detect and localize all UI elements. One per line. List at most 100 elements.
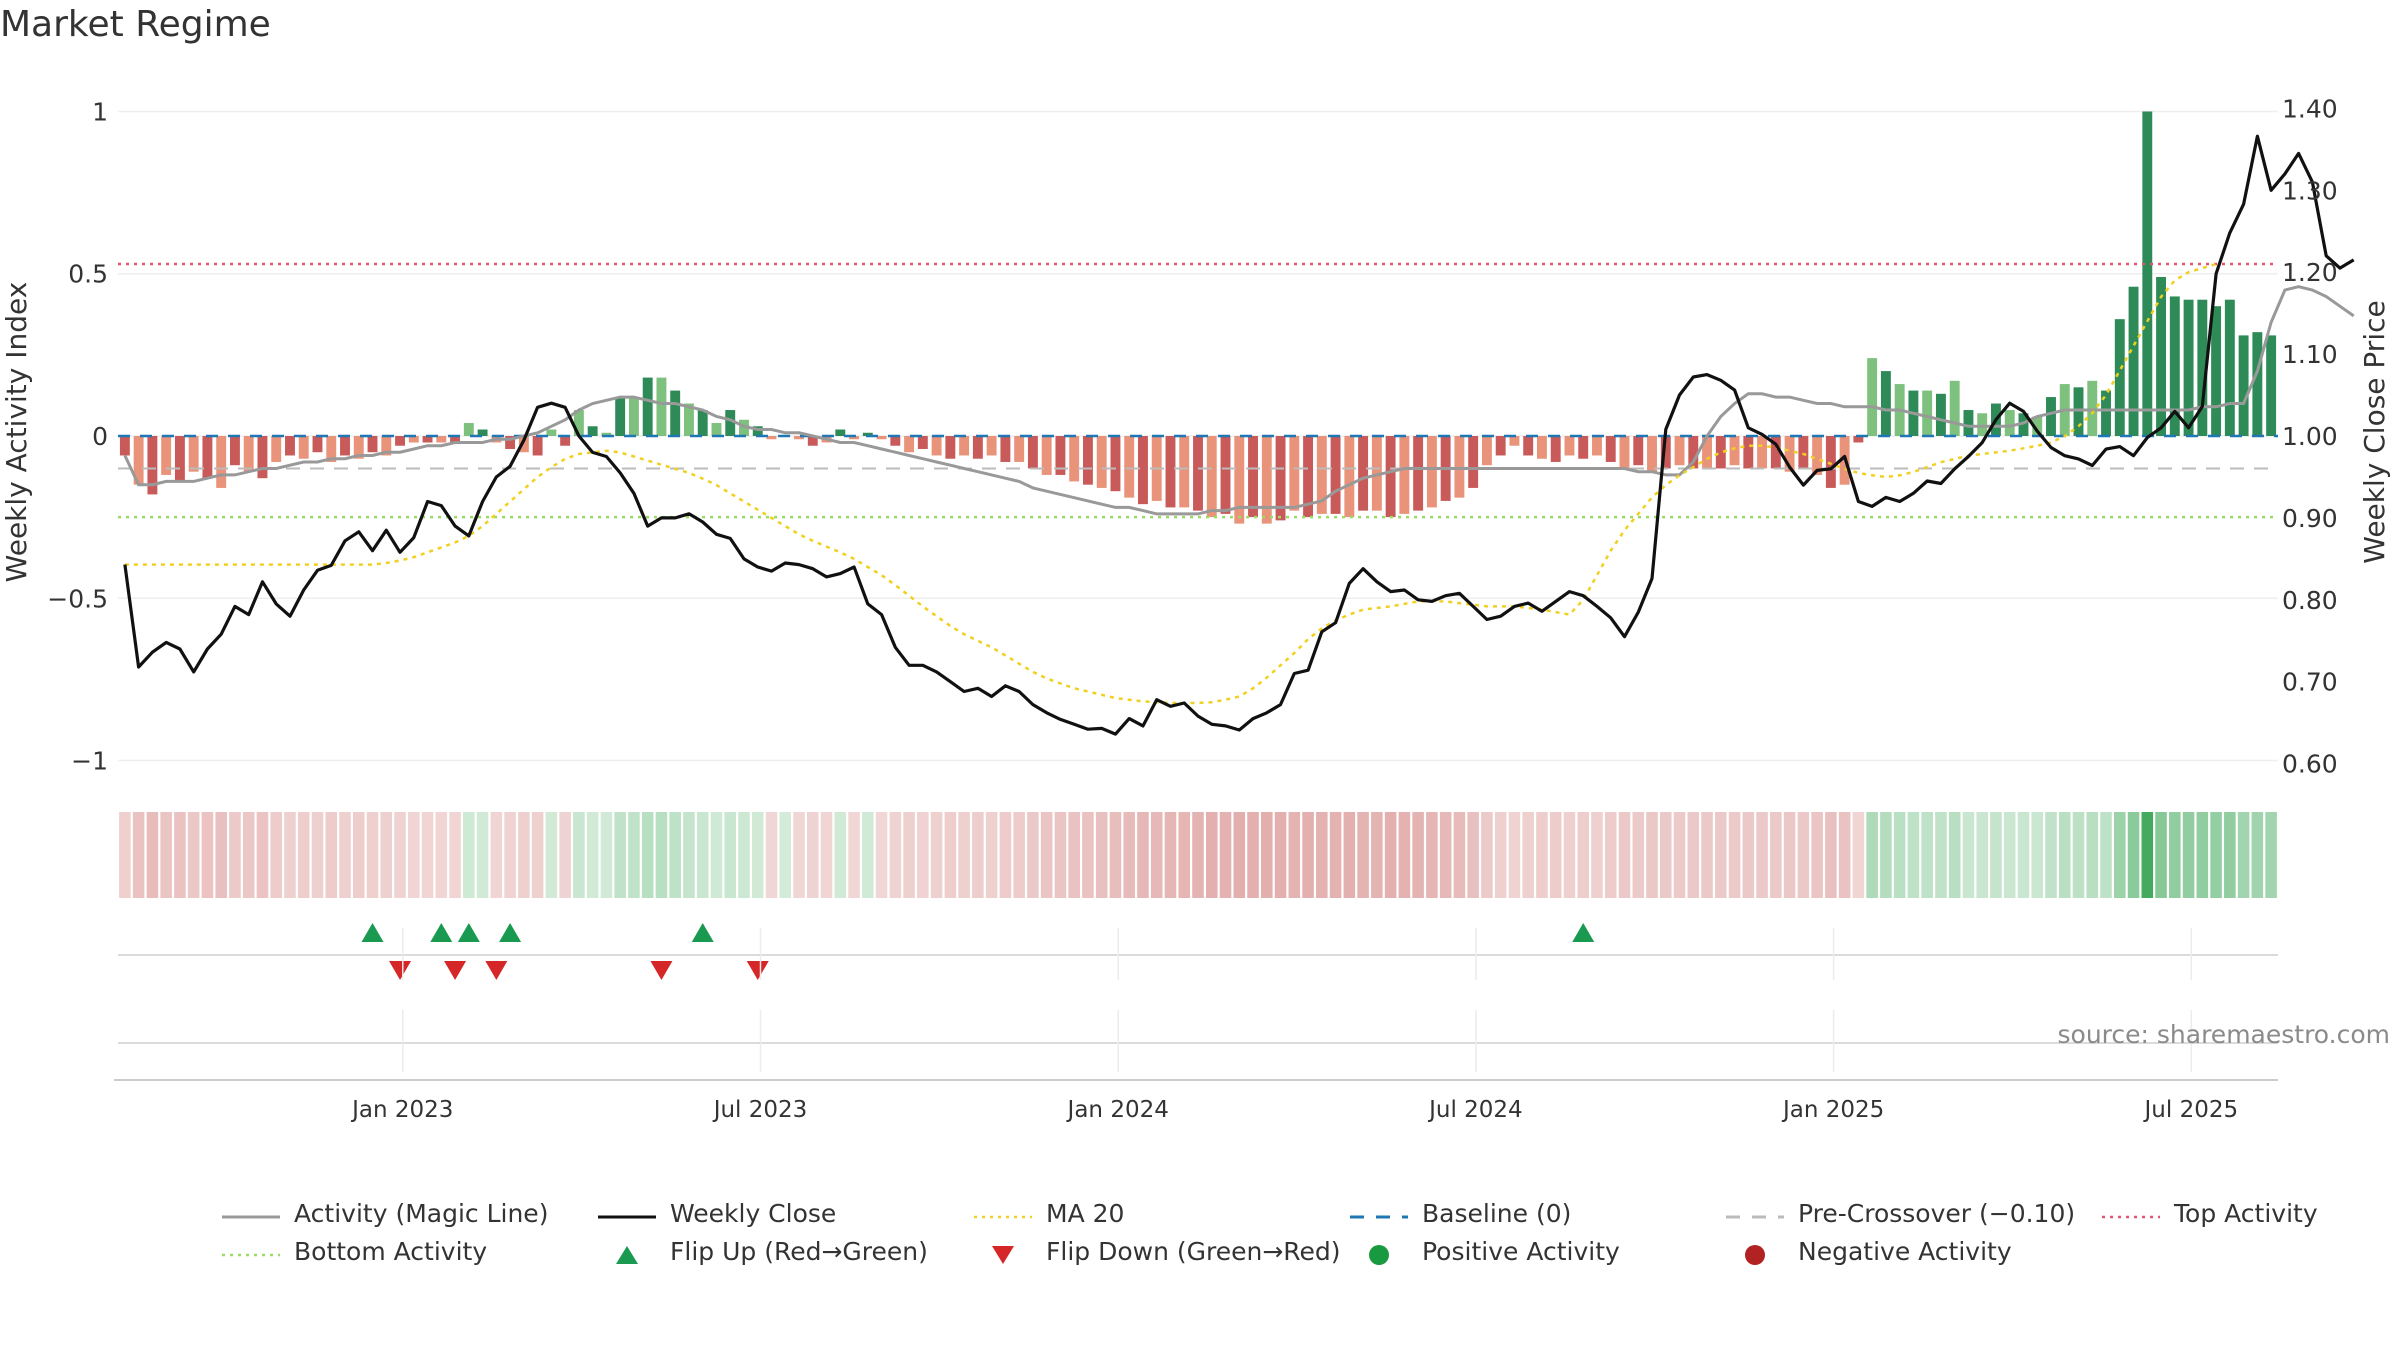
regime-cell — [1150, 812, 1163, 898]
activity-bar — [2128, 286, 2139, 436]
activity-bar — [546, 429, 557, 436]
regime-cell — [2072, 812, 2085, 898]
regime-cell — [1494, 812, 1507, 898]
regime-cell — [1288, 812, 1301, 898]
regime-cell — [1481, 812, 1493, 898]
activity-bar — [1344, 436, 1355, 518]
activity-bar — [1481, 436, 1492, 466]
activity-bar — [395, 436, 405, 446]
regime-cell — [779, 812, 792, 898]
regime-cell — [1715, 812, 1727, 898]
regime-cell — [2031, 812, 2044, 898]
regime-cell — [1054, 812, 1067, 898]
activity-bar — [615, 397, 626, 436]
regime-cell — [1384, 812, 1397, 898]
activity-bar — [408, 436, 419, 443]
activity-bar — [2101, 390, 2111, 436]
x-axis: Jan 2023 Jul 2023 Jan 2024 Jul 2024 Jan 2025… — [114, 928, 2278, 1123]
flip-down-marker — [746, 961, 769, 980]
regime-cell — [2141, 812, 2154, 898]
activity-bar — [1922, 390, 1933, 436]
activity-bar — [835, 429, 846, 436]
regime-cell — [738, 812, 750, 898]
activity-bar — [1413, 436, 1424, 511]
activity-bar — [1220, 436, 1231, 514]
flip-up-marker — [361, 923, 384, 942]
x-tick-label: Jan 2025 — [1781, 1097, 1884, 1123]
regime-cell — [408, 812, 420, 898]
activity-bar — [1729, 436, 1740, 466]
regime-cell — [1632, 812, 1645, 898]
regime-cell — [1549, 812, 1562, 898]
regime-cell — [1316, 812, 1328, 898]
activity-bar — [1000, 436, 1011, 462]
activity-bar — [794, 436, 804, 440]
regime-cell — [2169, 812, 2181, 898]
activity-bar — [1358, 436, 1369, 511]
activity-bar — [133, 436, 144, 485]
regime-cell — [1838, 812, 1851, 898]
activity-bar — [628, 397, 639, 436]
regime-cell — [669, 812, 681, 898]
regime-cell — [751, 812, 764, 898]
regime-cell — [903, 812, 915, 898]
regime-cell — [160, 812, 172, 898]
regime-cell — [1467, 812, 1479, 898]
flip-up-marker — [1572, 923, 1595, 942]
activity-bar — [1688, 436, 1699, 469]
activity-bar — [532, 436, 543, 456]
regime-cell — [1893, 812, 1906, 898]
flip-up-marker — [457, 923, 480, 942]
activity-bar — [477, 429, 488, 436]
regime-cell — [545, 812, 558, 898]
regime-cell — [284, 812, 296, 898]
activity-bar — [849, 436, 860, 440]
activity-bar — [229, 436, 240, 466]
activity-bar — [1523, 436, 1534, 456]
regime-cell — [1343, 812, 1356, 898]
regime-cell — [683, 812, 695, 898]
regime-cell — [848, 812, 860, 898]
regime-cell — [146, 812, 159, 898]
activity-bar — [2197, 299, 2208, 436]
activity-bar — [739, 419, 749, 436]
activity-bar — [1564, 436, 1575, 456]
activity-bar — [1743, 436, 1754, 469]
activity-bar — [1041, 436, 1052, 475]
regime-cell — [1866, 812, 1878, 898]
regime-cell — [1164, 812, 1177, 898]
activity-bar — [1867, 358, 1878, 436]
activity-bar — [1633, 436, 1644, 466]
flip-markers — [118, 923, 2278, 980]
activity-bar — [945, 436, 956, 459]
regime-cell — [573, 812, 585, 898]
x-tick-label: Jul 2025 — [2143, 1097, 2239, 1123]
regime-cell — [889, 812, 902, 898]
regime-cell — [930, 812, 943, 898]
regime-cell — [1756, 812, 1768, 898]
flip-down-marker — [389, 961, 412, 980]
activity-bar — [1784, 436, 1795, 472]
activity-bar — [1454, 436, 1465, 498]
activity-bar — [119, 436, 130, 456]
activity-bar — [381, 436, 392, 456]
activity-bar — [2087, 380, 2098, 436]
regime-cell — [311, 812, 324, 898]
activity-bar — [1179, 436, 1190, 508]
regime-cell — [1508, 812, 1521, 898]
regime-cell — [2196, 812, 2209, 898]
regime-cell — [1027, 812, 1039, 898]
regime-cell — [1673, 812, 1686, 898]
regime-cell — [655, 812, 668, 898]
regime-cell — [806, 812, 819, 898]
activity-bar — [642, 377, 653, 436]
regime-cell — [270, 812, 282, 898]
activity-bar — [2073, 387, 2084, 436]
regime-cell — [1618, 812, 1631, 898]
regime-cell — [862, 812, 874, 898]
y-left-tick-label: 0.5 — [68, 260, 108, 289]
regime-cell — [476, 812, 489, 898]
regime-cell — [201, 812, 214, 898]
regime-cell — [490, 812, 503, 898]
regime-cell — [1825, 812, 1837, 898]
